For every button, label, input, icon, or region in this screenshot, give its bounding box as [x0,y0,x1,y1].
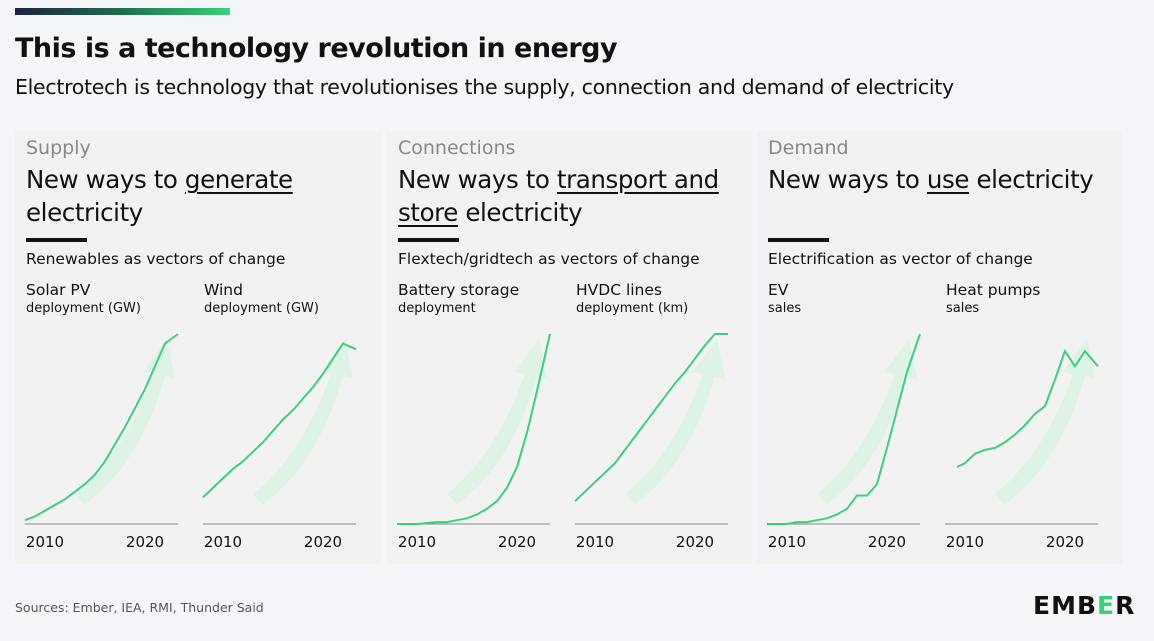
chart-subtitle: deployment [398,301,476,316]
divider [768,238,829,242]
sources: Sources: Ember, IEA, RMI, Thunder Said [15,600,264,615]
growth-arrow-icon [75,339,175,504]
panel-supply: Supply New ways to generate electricity … [15,131,381,564]
series-line-heat-pumps [956,348,1099,468]
growth-arrow-icon [253,339,353,504]
x-tick-label: 2020 [498,533,536,551]
page-title: This is a technology revolution in energ… [15,33,618,64]
panel-category: Supply [26,137,91,159]
chart-title: Solar PV [26,281,91,299]
divider [398,238,459,242]
x-tick-label: 2010 [946,533,984,551]
chart-title: Heat pumps [946,281,1041,299]
chart-title: Wind [204,281,243,299]
panel-heading: New ways to transport and store electric… [398,165,719,227]
chart-subtitle: sales [768,301,802,316]
chart-subtitle: deployment (km) [576,301,689,316]
chart-subtitle: sales [946,301,980,316]
panel-category: Connections [398,137,516,159]
panel-vector-label: Renewables as vectors of change [26,250,286,268]
x-tick-label: 2010 [398,533,436,551]
accent-bar [15,8,230,15]
series-line-battery-storage [397,333,551,525]
ember-logo: EMBER [1033,591,1136,620]
chart-title: Battery storage [398,281,520,299]
panel-heading: New ways to use electricity [768,165,1094,194]
panel-demand: Demand New ways to use electricity Elect… [757,131,1122,564]
x-tick-label: 2020 [1046,533,1084,551]
growth-arrow-icon [447,339,547,504]
x-tick-label: 2020 [304,533,342,551]
page-subtitle: Electrotech is technology that revolutio… [15,75,954,99]
series-line-solar-pv [24,333,179,522]
panel-vector-label: Flextech/gridtech as vectors of change [398,250,700,268]
chart-subtitle: deployment (GW) [204,301,319,316]
divider [26,238,87,242]
x-tick-label: 2020 [126,533,164,551]
x-tick-label: 2010 [204,533,242,551]
series-line-ev [767,333,921,525]
panel-heading: New ways to generate electricity [26,165,293,227]
series-line-hvdc-lines [574,333,728,502]
growth-arrow-icon [995,339,1095,504]
series-line-wind [202,342,357,499]
x-tick-label: 2010 [26,533,64,551]
charts: 2010 2020 2010 2020 [24,333,357,551]
x-tick-label: 2010 [576,533,614,551]
panel-vector-label: Electrification as vector of change [768,250,1033,268]
chart-subtitle: deployment (GW) [26,301,141,316]
x-tick-label: 2020 [676,533,714,551]
growth-arrow-icon [625,339,725,504]
panel-connections: Connections New ways to transport and st… [387,131,752,564]
panel-category: Demand [768,137,849,159]
x-tick-label: 2010 [768,533,806,551]
charts: 2010 2020 2010 2020 [767,333,1099,551]
x-tick-label: 2020 [868,533,906,551]
charts: 2010 2020 2010 2020 [397,333,728,551]
chart-title: EV [768,281,789,299]
chart-title: HVDC lines [576,281,662,299]
growth-arrow-icon [817,339,917,504]
